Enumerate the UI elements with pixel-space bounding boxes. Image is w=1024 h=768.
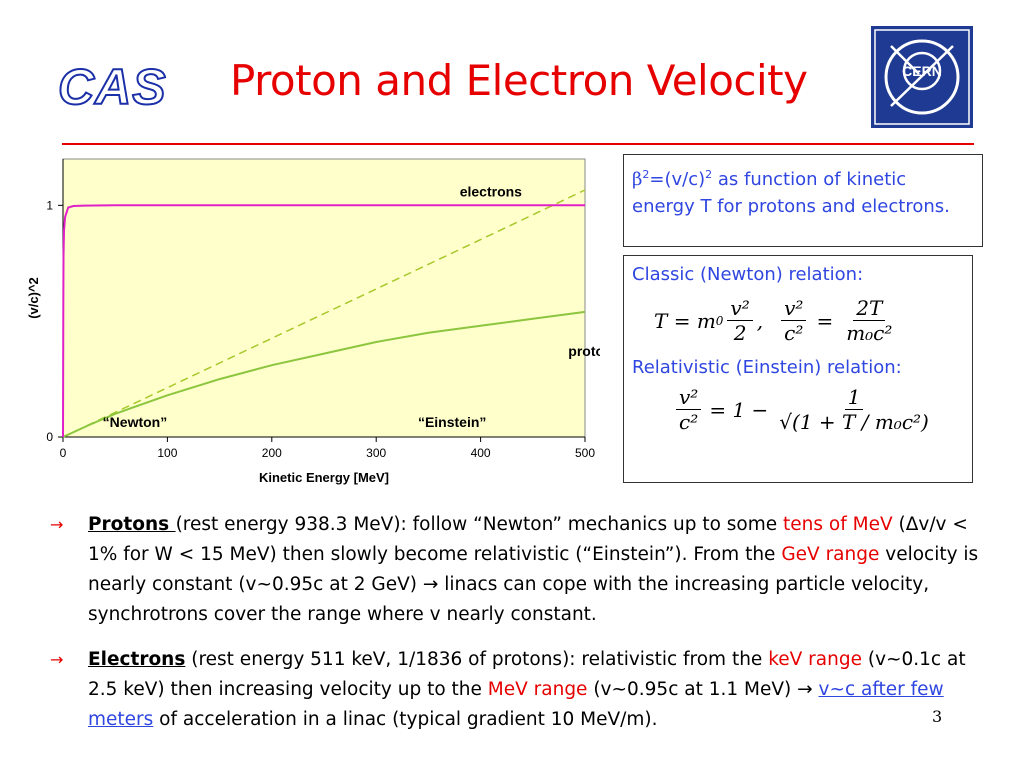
bullet-text-part: (v~0.95c at 1.1 MeV) → [587, 679, 819, 700]
chart-caption-box: β2=(v/c)2 as function of kinetic energy … [623, 154, 983, 247]
caption-equation: =(v/c) [649, 169, 706, 190]
fraction-denominator: c² [679, 410, 699, 434]
x-tick-label: 400 [471, 446, 491, 460]
bullet-text-part: (Δv/v < 1% for W < 15 MeV) then slowly b… [88, 514, 968, 565]
x-axis-label: Kinetic Energy [MeV] [259, 470, 389, 485]
bullet-text-part: (rest energy 938.3 MeV): follow “Newton”… [175, 514, 784, 535]
relativistic-fraction: v² c² [676, 385, 702, 434]
newton-line [62, 189, 586, 438]
relativistic-rhs: = 1 − [709, 397, 769, 422]
cern-logo-graphic: CERN [871, 26, 973, 128]
classic-formula-sub: 0 [715, 313, 724, 328]
bullet-electrons: → Electrons (rest energy 511 keV, 1/1836… [50, 645, 1000, 740]
fraction-denominator: 2 [733, 321, 747, 345]
relativistic-fraction-2: 1 √(1 + T / m₀c²) [776, 385, 932, 434]
classic-formula-fraction: v² 2 [727, 296, 753, 345]
x-tick-label: 100 [157, 446, 177, 460]
bullet-arrow-icon: → [50, 515, 64, 534]
caption-exponent: 2 [705, 168, 713, 181]
bullet-protons-text: Protons (rest energy 938.3 MeV): follow … [88, 510, 993, 630]
chart-ticks: 0 100 200 300 400 500 0 1 [46, 198, 595, 460]
cas-logo: CAS [57, 59, 167, 115]
electrons-heading: Electrons [88, 649, 186, 670]
highlight-gev-range: GeV range [781, 544, 880, 565]
classic-formula-fraction-2: v² c² [781, 296, 807, 345]
classic-relation-label: Classic (Newton) relation: [632, 264, 864, 285]
bullet-text-part: (v~0.1c at 2.5 keV) then increasing velo… [88, 649, 966, 700]
caption-text: as function of kinetic energy T for prot… [632, 169, 950, 217]
fraction-numerator: v² [781, 296, 807, 321]
classic-formula-fraction-3: 2T m₀c² [843, 296, 895, 345]
fraction-numerator: 2T [853, 296, 886, 321]
y-axis-label: (v/c)^2 [26, 277, 41, 319]
electrons-label: electrons [460, 183, 522, 199]
beta-symbol: β [632, 169, 643, 190]
chart-series [62, 189, 586, 438]
highlight-mev-range: MeV range [487, 679, 588, 700]
page-number: 3 [932, 707, 943, 726]
x-tick-label: 200 [262, 446, 282, 460]
bullet-arrow-icon: → [50, 650, 64, 669]
y-tick-label: 0 [46, 430, 53, 444]
fraction-denominator: c² [784, 321, 804, 345]
x-tick-label: 300 [366, 446, 386, 460]
relativistic-relation-label: Relativistic (Einstein) relation: [632, 357, 902, 378]
protons-heading: Protons [88, 514, 176, 535]
fraction-denominator: m₀c² [846, 321, 893, 345]
x-tick-label: 500 [575, 446, 595, 460]
relativistic-formula: v² c² = 1 − 1 √(1 + T / m₀c²) [672, 385, 964, 434]
protons-label: protons [568, 343, 600, 359]
classic-formula-lhs: T = m [654, 308, 716, 333]
velocity-chart: 0 100 200 300 400 500 0 1 (v/c)^2 Kinetic Energ… [26, 158, 600, 485]
beta-exponent: 2 [642, 168, 650, 181]
plot-area [62, 158, 586, 438]
slide-title: Proton and Electron Velocity [230, 56, 808, 105]
y-tick-label: 1 [46, 198, 53, 212]
einstein-label: “Einstein” [418, 414, 486, 430]
bullet-text-part: velocity is nearly constant (v~0.95c at … [88, 544, 979, 625]
electrons-curve [62, 204, 585, 438]
fraction-numerator: 1 [844, 385, 864, 410]
x-tick-label: 0 [60, 446, 67, 460]
title-divider [62, 143, 974, 145]
bullet-text-part: (rest energy 511 keV, 1/1836 of protons)… [185, 649, 769, 670]
fraction-numerator: v² [676, 385, 702, 410]
bullet-text-part: of acceleration in a linac (typical grad… [153, 709, 658, 730]
cern-logo-text: CERN [902, 63, 942, 79]
bullet-electrons-text: Electrons (rest energy 511 keV, 1/1836 o… [88, 645, 993, 735]
protons-curve [62, 310, 586, 438]
highlight-kev-range: keV range [768, 649, 862, 670]
cern-logo: CERN [871, 26, 973, 128]
few-meters-link[interactable]: v~c after few meters [88, 679, 944, 730]
fraction-numerator: v² [727, 296, 753, 321]
highlight-tens-of-mev: tens of MeV [783, 514, 893, 535]
bullet-protons: → Protons (rest energy 938.3 MeV): follo… [50, 510, 1000, 630]
fraction-denominator: √(1 + T / m₀c²) [779, 410, 929, 434]
chart-labels: (v/c)^2 Kinetic Energy [MeV] electrons p… [26, 183, 600, 485]
newton-label: “Newton” [103, 414, 168, 430]
